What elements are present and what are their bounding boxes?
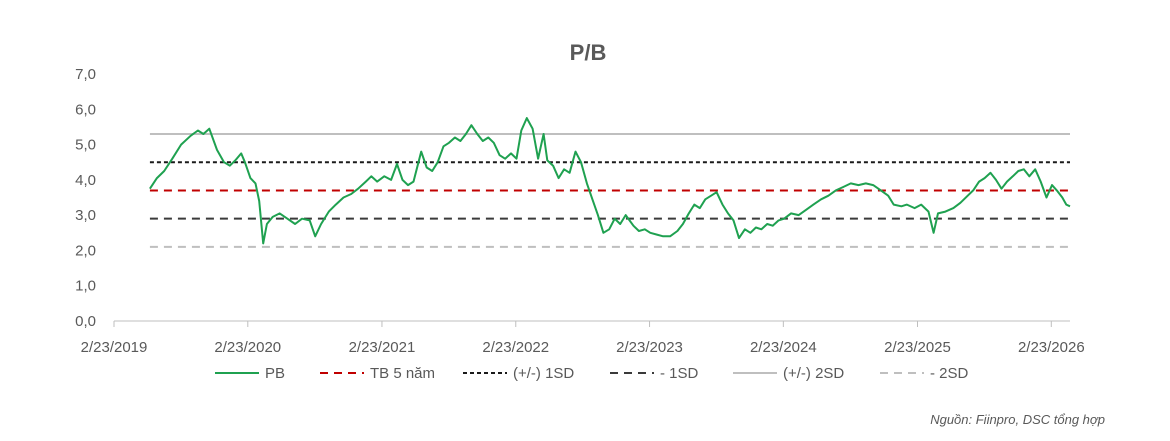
x-tick-label: 2/23/2026 bbox=[1018, 339, 1085, 356]
x-tick-label: 2/23/2019 bbox=[81, 339, 148, 356]
x-tick-label: 2/23/2021 bbox=[349, 339, 416, 356]
x-tick-label: 2/23/2025 bbox=[884, 339, 951, 356]
legend-label: PB bbox=[265, 365, 285, 382]
y-tick-label: 5,0 bbox=[75, 137, 96, 154]
x-tick-label: 2/23/2024 bbox=[750, 339, 817, 356]
legend-label: (+/-) 1SD bbox=[513, 365, 574, 382]
pb-series-line bbox=[149, 117, 1071, 245]
y-tick-label: 0,0 bbox=[75, 313, 96, 330]
legend-label: TB 5 năm bbox=[370, 365, 435, 382]
series-lines bbox=[149, 117, 1071, 245]
legend-label: - 2SD bbox=[930, 365, 969, 382]
y-tick-label: 3,0 bbox=[75, 207, 96, 224]
y-tick-label: 1,0 bbox=[75, 278, 96, 295]
legend-label: - 1SD bbox=[660, 365, 699, 382]
chart-title: P/B bbox=[570, 40, 607, 65]
y-tick-label: 7,0 bbox=[75, 66, 96, 83]
legend: PB TB 5 năm (+/-) 1SD - 1SD (+/-) 2SD - 2SD bbox=[215, 365, 969, 382]
reference-lines bbox=[149, 132, 1070, 248]
y-tick-label: 6,0 bbox=[75, 101, 96, 118]
y-axis: 0,0 1,0 2,0 3,0 4,0 5,0 6,0 7,0 bbox=[75, 66, 96, 330]
source-note: Nguồn: Fiinpro, DSC tổng hợp bbox=[930, 412, 1105, 427]
x-tick-label: 2/23/2023 bbox=[616, 339, 683, 356]
legend-label: (+/-) 2SD bbox=[783, 365, 844, 382]
x-axis: 2/23/2019 2/23/2020 2/23/2021 2/23/2022 2/23… bbox=[81, 320, 1085, 356]
x-tick-label: 2/23/2022 bbox=[482, 339, 549, 356]
y-tick-label: 4,0 bbox=[75, 172, 96, 189]
x-tick-label: 2/23/2020 bbox=[214, 339, 281, 356]
y-tick-label: 2,0 bbox=[75, 242, 96, 259]
